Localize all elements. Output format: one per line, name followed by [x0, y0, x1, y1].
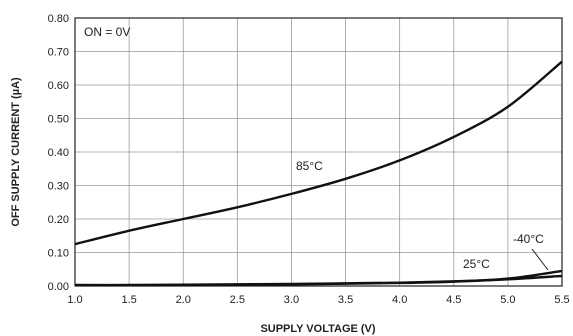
series-label-25c: 25°C — [463, 257, 490, 271]
x-tick-label: 4.0 — [392, 294, 407, 306]
y-tick-label: 0.50 — [48, 114, 69, 126]
y-tick-label: 0.00 — [48, 281, 69, 293]
x-tick-label: 3.0 — [284, 294, 299, 306]
y-tick-labels: 0.00 0.10 0.20 0.30 0.40 0.50 0.60 0.70 0.80 — [48, 13, 69, 293]
x-tick-label: 2.0 — [176, 294, 191, 306]
y-axis-title: OFF SUPPLY CURRENT (µA) — [10, 77, 22, 227]
y-tick-label: 0.30 — [48, 181, 69, 193]
x-tick-labels: 1.0 1.5 2.0 2.5 3.0 3.5 4.0 4.5 5.0 5.5 — [67, 294, 569, 306]
series-label-minus40c-leader — [531, 248, 549, 271]
y-tick-label: 0.10 — [48, 248, 69, 260]
series-label-85c: 85°C — [296, 159, 323, 173]
x-axis-title: SUPPLY VOLTAGE (V) — [260, 323, 375, 335]
grid-lines — [74, 17, 563, 287]
y-tick-label: 0.40 — [48, 147, 69, 159]
plot-frame — [74, 17, 563, 287]
legend-text: ON = 0V — [84, 25, 130, 39]
curves — [74, 60, 563, 287]
y-tick-label: 0.20 — [48, 214, 69, 226]
series-minus40c-line — [74, 269, 563, 287]
y-tick-label: 0.80 — [48, 13, 69, 25]
x-tick-label: 5.0 — [500, 294, 515, 306]
series-label-minus40c: -40°C — [513, 232, 544, 246]
x-tick-label: 1.0 — [67, 294, 82, 306]
x-tick-label: 1.5 — [121, 294, 136, 306]
x-tick-label: 5.5 — [554, 294, 569, 306]
y-tick-label: 0.60 — [48, 80, 69, 92]
x-tick-label: 4.5 — [446, 294, 461, 306]
x-tick-label: 3.5 — [338, 294, 353, 306]
x-tick-label: 2.5 — [230, 294, 245, 306]
y-tick-label: 0.70 — [48, 47, 69, 59]
series-85c-line — [74, 60, 563, 246]
